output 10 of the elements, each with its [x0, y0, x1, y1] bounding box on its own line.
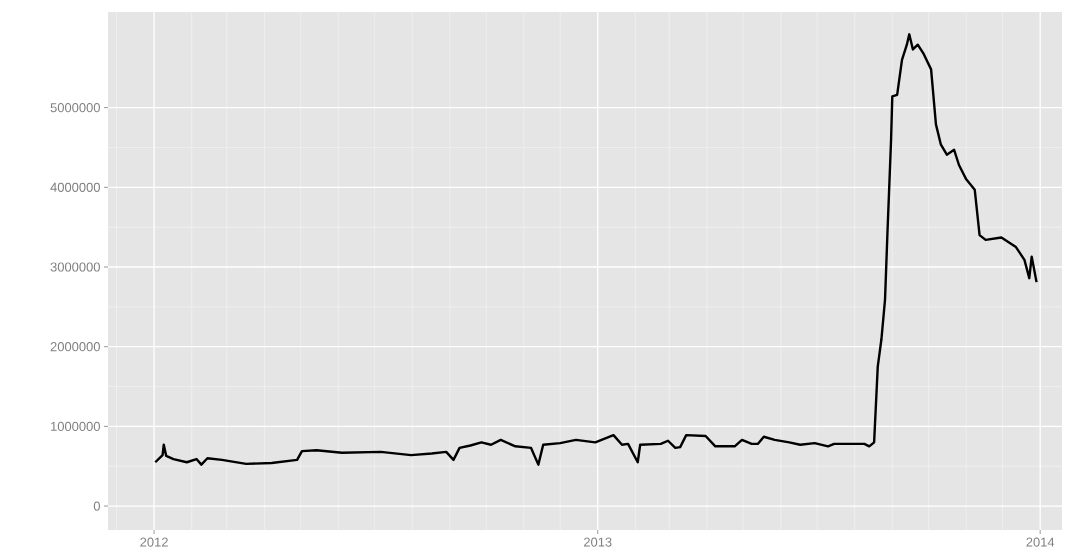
- y-tick-label: 3000000: [50, 262, 100, 272]
- y-tick-label: 5000000: [50, 103, 100, 113]
- x-tick-label: 2014: [1026, 537, 1055, 547]
- y-tick-label: 1000000: [51, 421, 100, 431]
- y-tick-label: 0: [93, 501, 100, 511]
- x-tick-label: 2013: [583, 537, 612, 547]
- line-series: [154, 33, 1038, 466]
- y-tick-label: 4000000: [50, 182, 100, 192]
- x-tick-label: 2012: [140, 537, 168, 547]
- y-tick-label: 2000000: [50, 342, 100, 352]
